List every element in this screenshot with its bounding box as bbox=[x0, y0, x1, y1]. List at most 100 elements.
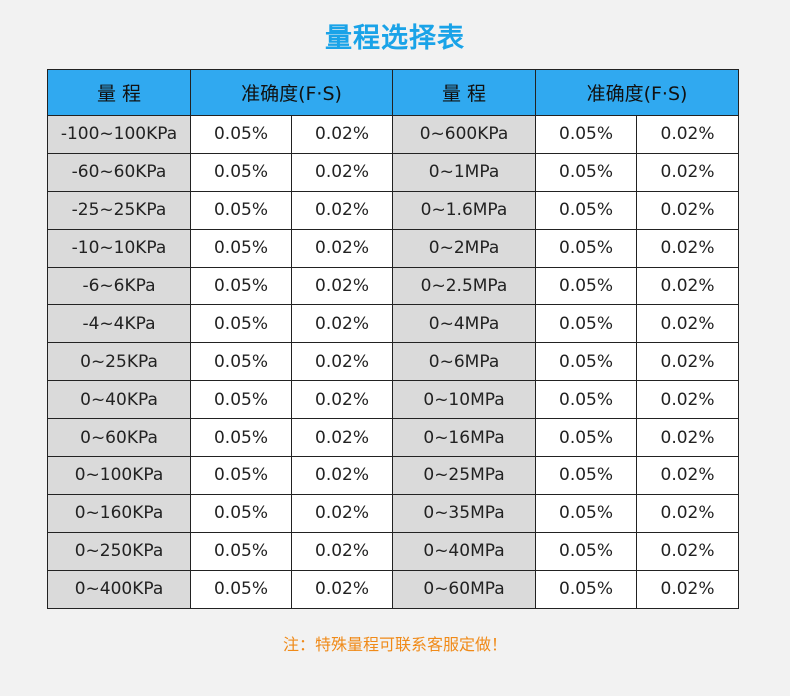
accuracy-cell: 0.05% bbox=[535, 152, 638, 192]
table-row: -4~4KPa 0.05% 0.02% 0~4MPa 0.05% 0.02% bbox=[47, 304, 740, 344]
range-selection-table: 量 程 准确度(F·S) 量 程 准确度(F·S) -100~100KPa 0.0… bbox=[47, 69, 740, 609]
accuracy-cell: 0.02% bbox=[636, 266, 740, 306]
accuracy-cell: 0.05% bbox=[535, 531, 638, 571]
range-cell: 0~25MPa bbox=[392, 456, 537, 495]
accuracy-cell: 0.02% bbox=[290, 380, 394, 420]
range-cell: 0~60KPa bbox=[47, 418, 191, 458]
table-row: 0~60KPa 0.05% 0.02% 0~16MPa 0.05% 0.02% bbox=[47, 418, 740, 458]
range-cell: 0~6MPa bbox=[392, 342, 537, 382]
range-cell: 0~160KPa bbox=[47, 493, 191, 533]
accuracy-cell: 0.05% bbox=[190, 569, 292, 609]
header-range: 量 程 bbox=[47, 69, 191, 116]
table-header-row: 量 程 准确度(F·S) 量 程 准确度(F·S) bbox=[47, 69, 740, 116]
range-cell: 0~600KPa bbox=[392, 115, 537, 154]
range-cell: -60~60KPa bbox=[47, 152, 191, 192]
accuracy-cell: 0.02% bbox=[290, 152, 394, 192]
table-row: 0~160KPa 0.05% 0.02% 0~35MPa 0.05% 0.02% bbox=[47, 493, 740, 533]
accuracy-cell: 0.05% bbox=[535, 228, 638, 268]
table-row: -6~6KPa 0.05% 0.02% 0~2.5MPa 0.05% 0.02% bbox=[47, 266, 740, 306]
accuracy-cell: 0.05% bbox=[190, 456, 292, 495]
table-row: 0~25KPa 0.05% 0.02% 0~6MPa 0.05% 0.02% bbox=[47, 342, 740, 382]
accuracy-cell: 0.02% bbox=[290, 531, 394, 571]
accuracy-cell: 0.02% bbox=[636, 304, 740, 344]
table-row: -100~100KPa 0.05% 0.02% 0~600KPa 0.05% 0.02% bbox=[47, 115, 740, 154]
range-cell: 0~2.5MPa bbox=[392, 266, 537, 306]
accuracy-cell: 0.05% bbox=[190, 342, 292, 382]
accuracy-cell: 0.02% bbox=[290, 228, 394, 268]
accuracy-cell: 0.05% bbox=[190, 304, 292, 344]
accuracy-cell: 0.05% bbox=[535, 493, 638, 533]
range-cell: 0~60MPa bbox=[392, 569, 537, 609]
accuracy-cell: 0.02% bbox=[636, 380, 740, 420]
accuracy-cell: 0.05% bbox=[190, 266, 292, 306]
accuracy-cell: 0.05% bbox=[190, 152, 292, 192]
table-row: -10~10KPa 0.05% 0.02% 0~2MPa 0.05% 0.02% bbox=[47, 228, 740, 268]
range-cell: -10~10KPa bbox=[47, 228, 191, 268]
table-row: 0~40KPa 0.05% 0.02% 0~10MPa 0.05% 0.02% bbox=[47, 380, 740, 420]
accuracy-cell: 0.05% bbox=[190, 115, 292, 154]
accuracy-cell: 0.02% bbox=[636, 456, 740, 495]
accuracy-cell: 0.02% bbox=[290, 342, 394, 382]
accuracy-cell: 0.05% bbox=[535, 456, 638, 495]
accuracy-cell: 0.05% bbox=[190, 190, 292, 230]
accuracy-cell: 0.02% bbox=[636, 152, 740, 192]
accuracy-cell: 0.05% bbox=[190, 228, 292, 268]
accuracy-cell: 0.05% bbox=[190, 493, 292, 533]
header-accuracy: 准确度(F·S) bbox=[535, 69, 740, 116]
table-body: -100~100KPa 0.05% 0.02% 0~600KPa 0.05% 0.02% -… bbox=[47, 115, 740, 609]
accuracy-cell: 0.02% bbox=[290, 115, 394, 154]
accuracy-cell: 0.02% bbox=[636, 418, 740, 458]
range-cell: -100~100KPa bbox=[47, 115, 191, 154]
table-row: 0~100KPa 0.05% 0.02% 0~25MPa 0.05% 0.02% bbox=[47, 456, 740, 495]
range-cell: 0~1.6MPa bbox=[392, 190, 537, 230]
accuracy-cell: 0.02% bbox=[636, 342, 740, 382]
accuracy-cell: 0.05% bbox=[535, 418, 638, 458]
accuracy-cell: 0.02% bbox=[290, 266, 394, 306]
accuracy-cell: 0.02% bbox=[290, 418, 394, 458]
accuracy-cell: 0.02% bbox=[290, 569, 394, 609]
accuracy-cell: 0.05% bbox=[535, 342, 638, 382]
table-row: 0~250KPa 0.05% 0.02% 0~40MPa 0.05% 0.02% bbox=[47, 531, 740, 571]
accuracy-cell: 0.02% bbox=[636, 228, 740, 268]
range-cell: -4~4KPa bbox=[47, 304, 191, 344]
range-cell: -6~6KPa bbox=[47, 266, 191, 306]
accuracy-cell: 0.02% bbox=[290, 493, 394, 533]
table-row: -60~60KPa 0.05% 0.02% 0~1MPa 0.05% 0.02% bbox=[47, 152, 740, 192]
range-cell: 0~2MPa bbox=[392, 228, 537, 268]
range-cell: 0~25KPa bbox=[47, 342, 191, 382]
range-cell: 0~10MPa bbox=[392, 380, 537, 420]
accuracy-cell: 0.05% bbox=[190, 418, 292, 458]
accuracy-cell: 0.02% bbox=[636, 493, 740, 533]
range-cell: 0~4MPa bbox=[392, 304, 537, 344]
table-row: -25~25KPa 0.05% 0.02% 0~1.6MPa 0.05% 0.02% bbox=[47, 190, 740, 230]
range-cell: 0~400KPa bbox=[47, 569, 191, 609]
accuracy-cell: 0.02% bbox=[636, 531, 740, 571]
range-cell: -25~25KPa bbox=[47, 190, 191, 230]
range-cell: 0~40MPa bbox=[392, 531, 537, 571]
range-cell: 0~35MPa bbox=[392, 493, 537, 533]
page-title: 量程选择表 bbox=[325, 23, 465, 54]
accuracy-cell: 0.02% bbox=[290, 304, 394, 344]
accuracy-cell: 0.02% bbox=[636, 115, 740, 154]
accuracy-cell: 0.05% bbox=[535, 115, 638, 154]
accuracy-cell: 0.02% bbox=[290, 190, 394, 230]
range-cell: 0~40KPa bbox=[47, 380, 191, 420]
range-cell: 0~16MPa bbox=[392, 418, 537, 458]
note-text: 注：特殊量程可联系客服定做！ bbox=[282, 635, 507, 654]
accuracy-cell: 0.05% bbox=[535, 304, 638, 344]
accuracy-cell: 0.05% bbox=[190, 531, 292, 571]
accuracy-cell: 0.05% bbox=[535, 569, 638, 609]
table-row: 0~400KPa 0.05% 0.02% 0~60MPa 0.05% 0.02% bbox=[47, 569, 740, 609]
accuracy-cell: 0.02% bbox=[636, 569, 740, 609]
accuracy-cell: 0.05% bbox=[535, 266, 638, 306]
range-cell: 0~100KPa bbox=[47, 456, 191, 495]
accuracy-cell: 0.05% bbox=[190, 380, 292, 420]
accuracy-cell: 0.05% bbox=[535, 190, 638, 230]
header-range: 量 程 bbox=[392, 69, 537, 116]
header-accuracy: 准确度(F·S) bbox=[189, 69, 394, 116]
range-cell: 0~250KPa bbox=[47, 531, 191, 571]
range-cell: 0~1MPa bbox=[392, 152, 537, 192]
accuracy-cell: 0.05% bbox=[535, 380, 638, 420]
accuracy-cell: 0.02% bbox=[290, 456, 394, 495]
accuracy-cell: 0.02% bbox=[636, 190, 740, 230]
